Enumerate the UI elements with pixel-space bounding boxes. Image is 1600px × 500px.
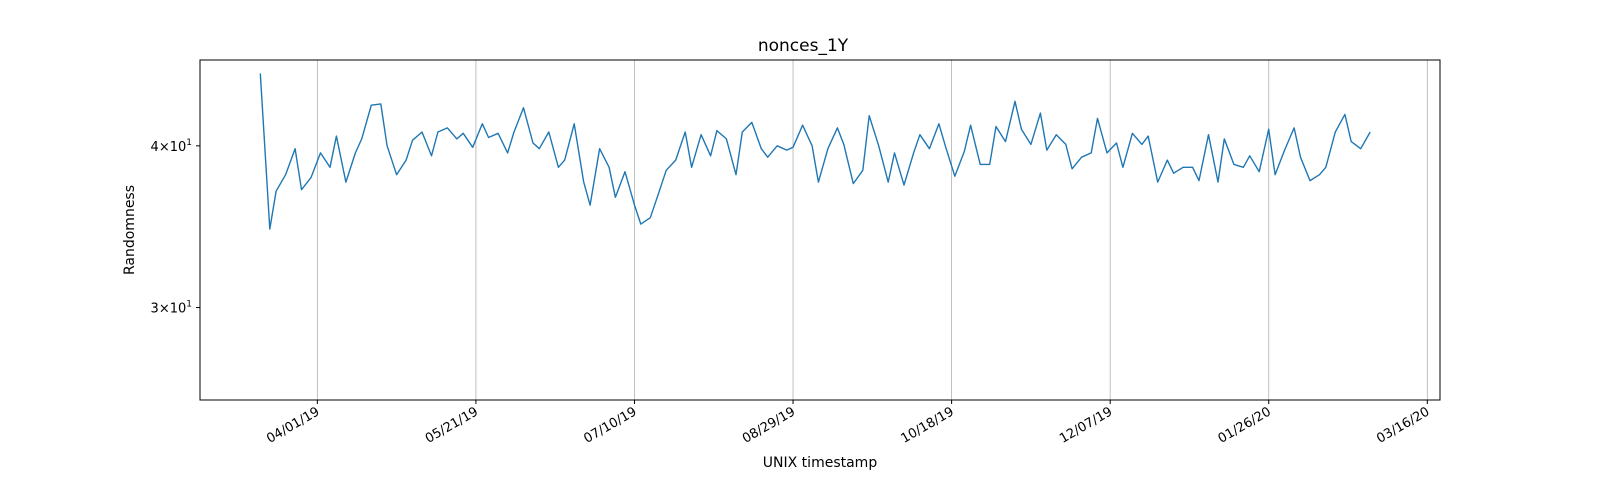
series-line-0 (259, 73, 1371, 230)
vertical-gridlines (316, 60, 1428, 400)
y-tick-label: 4×101 (151, 138, 192, 155)
data-series (259, 73, 1371, 230)
x-axis-label: UNIX timestamp (763, 455, 878, 471)
plot-frame (199, 59, 1441, 401)
y-tick-label: 3×101 (151, 300, 192, 317)
y-axis-ticks: 3×101 4×101 (151, 138, 200, 317)
chart-title: nonces_1Y (758, 36, 849, 56)
y-axis-label: Randomness (122, 185, 138, 275)
